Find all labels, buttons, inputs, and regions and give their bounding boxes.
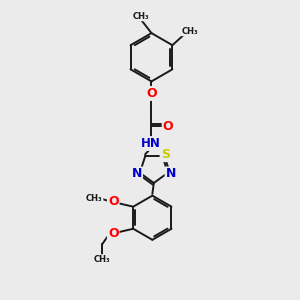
Text: O: O <box>108 196 119 208</box>
Text: N: N <box>132 167 142 181</box>
Text: CH₃: CH₃ <box>132 11 149 20</box>
Text: O: O <box>163 120 173 133</box>
Text: O: O <box>146 87 157 100</box>
Text: CH₃: CH₃ <box>94 255 111 264</box>
Text: N: N <box>166 167 176 181</box>
Text: HN: HN <box>141 137 161 150</box>
Text: O: O <box>108 227 119 240</box>
Text: CH₃: CH₃ <box>182 26 198 35</box>
Text: CH₃: CH₃ <box>86 194 103 203</box>
Text: S: S <box>160 148 169 161</box>
